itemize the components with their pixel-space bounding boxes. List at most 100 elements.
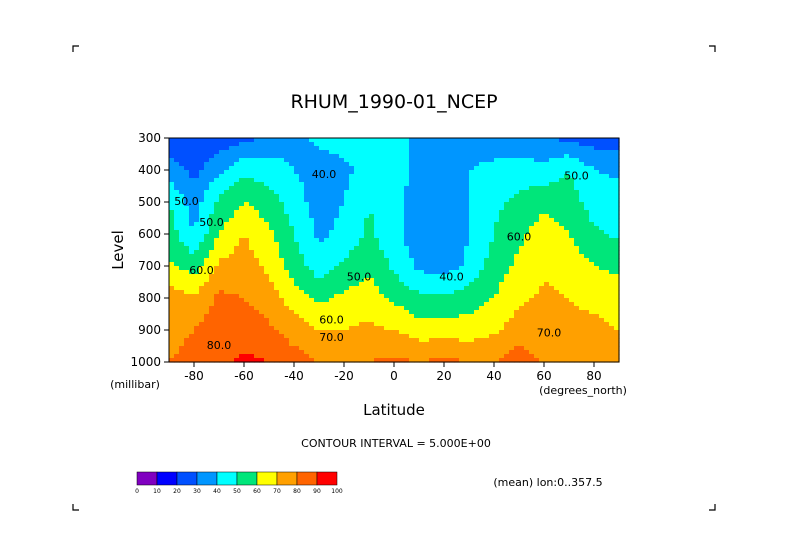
field-cell — [484, 214, 490, 219]
field-cell — [329, 358, 335, 363]
field-cell — [214, 210, 220, 215]
field-cell — [399, 294, 405, 299]
field-cell — [249, 158, 255, 163]
field-cell — [454, 138, 460, 143]
field-cell — [269, 174, 275, 179]
field-cell — [214, 186, 220, 191]
field-cell — [569, 166, 575, 171]
field-cell — [529, 354, 535, 359]
field-cell — [319, 354, 325, 359]
field-cell — [609, 254, 615, 259]
field-cell — [594, 214, 600, 219]
field-cell — [319, 238, 325, 243]
field-cell — [544, 274, 550, 279]
field-cell — [544, 290, 550, 295]
field-cell — [439, 282, 445, 287]
field-cell — [324, 142, 330, 147]
field-cell — [189, 282, 195, 287]
field-cell — [279, 266, 285, 271]
field-cell — [394, 142, 400, 147]
field-cell — [254, 242, 260, 247]
field-cell — [269, 330, 275, 335]
field-cell — [204, 198, 210, 203]
field-cell — [274, 334, 280, 339]
field-cell — [249, 346, 255, 351]
field-cell — [589, 306, 595, 311]
field-cell — [499, 326, 505, 331]
field-cell — [424, 290, 430, 295]
field-cell — [459, 310, 465, 315]
field-cell — [194, 154, 200, 159]
field-cell — [539, 298, 545, 303]
field-cell — [379, 262, 385, 267]
field-cell — [559, 294, 565, 299]
field-cell — [369, 190, 375, 195]
field-cell — [244, 310, 250, 315]
field-cell — [499, 258, 505, 263]
field-cell — [424, 234, 430, 239]
field-cell — [299, 226, 305, 231]
field-cell — [434, 286, 440, 291]
field-cell — [539, 346, 545, 351]
field-cell — [189, 314, 195, 319]
field-cell — [184, 238, 190, 243]
field-cell — [379, 322, 385, 327]
field-cell — [459, 290, 465, 295]
field-cell — [294, 150, 300, 155]
field-cell — [459, 318, 465, 323]
field-cell — [484, 342, 490, 347]
field-cell — [519, 338, 525, 343]
field-cell — [259, 254, 265, 259]
field-cell — [489, 278, 495, 283]
field-cell — [314, 318, 320, 323]
field-cell — [234, 262, 240, 267]
field-cell — [554, 262, 560, 267]
field-cell — [169, 190, 175, 195]
field-cell — [359, 166, 365, 171]
field-cell — [369, 218, 375, 223]
field-cell — [604, 162, 610, 167]
field-cell — [599, 326, 605, 331]
field-cell — [314, 150, 320, 155]
field-cell — [309, 346, 315, 351]
field-cell — [354, 218, 360, 223]
field-cell — [444, 354, 450, 359]
field-cell — [354, 338, 360, 343]
field-cell — [464, 174, 470, 179]
field-cell — [419, 334, 425, 339]
field-cell — [344, 194, 350, 199]
field-cell — [574, 334, 580, 339]
field-cell — [319, 294, 325, 299]
field-cell — [294, 174, 300, 179]
field-cell — [419, 282, 425, 287]
plot-area — [169, 138, 620, 363]
field-cell — [274, 190, 280, 195]
field-cell — [559, 278, 565, 283]
field-cell — [469, 278, 475, 283]
field-cell — [394, 318, 400, 323]
field-cell — [434, 306, 440, 311]
field-cell — [359, 194, 365, 199]
field-cell — [269, 234, 275, 239]
field-cell — [394, 150, 400, 155]
field-cell — [604, 190, 610, 195]
field-cell — [559, 170, 565, 175]
field-cell — [214, 242, 220, 247]
field-cell — [614, 342, 620, 347]
field-cell — [319, 190, 325, 195]
field-cell — [329, 314, 335, 319]
field-cell — [194, 254, 200, 259]
field-cell — [589, 234, 595, 239]
field-cell — [329, 322, 335, 327]
field-cell — [244, 282, 250, 287]
field-cell — [414, 274, 420, 279]
field-cell — [504, 298, 510, 303]
field-cell — [429, 174, 435, 179]
field-cell — [249, 142, 255, 147]
field-cell — [534, 310, 540, 315]
crop-mark-bottom-left — [72, 504, 79, 511]
field-cell — [599, 214, 605, 219]
field-cell — [199, 138, 205, 143]
field-cell — [599, 142, 605, 147]
field-cell — [294, 226, 300, 231]
